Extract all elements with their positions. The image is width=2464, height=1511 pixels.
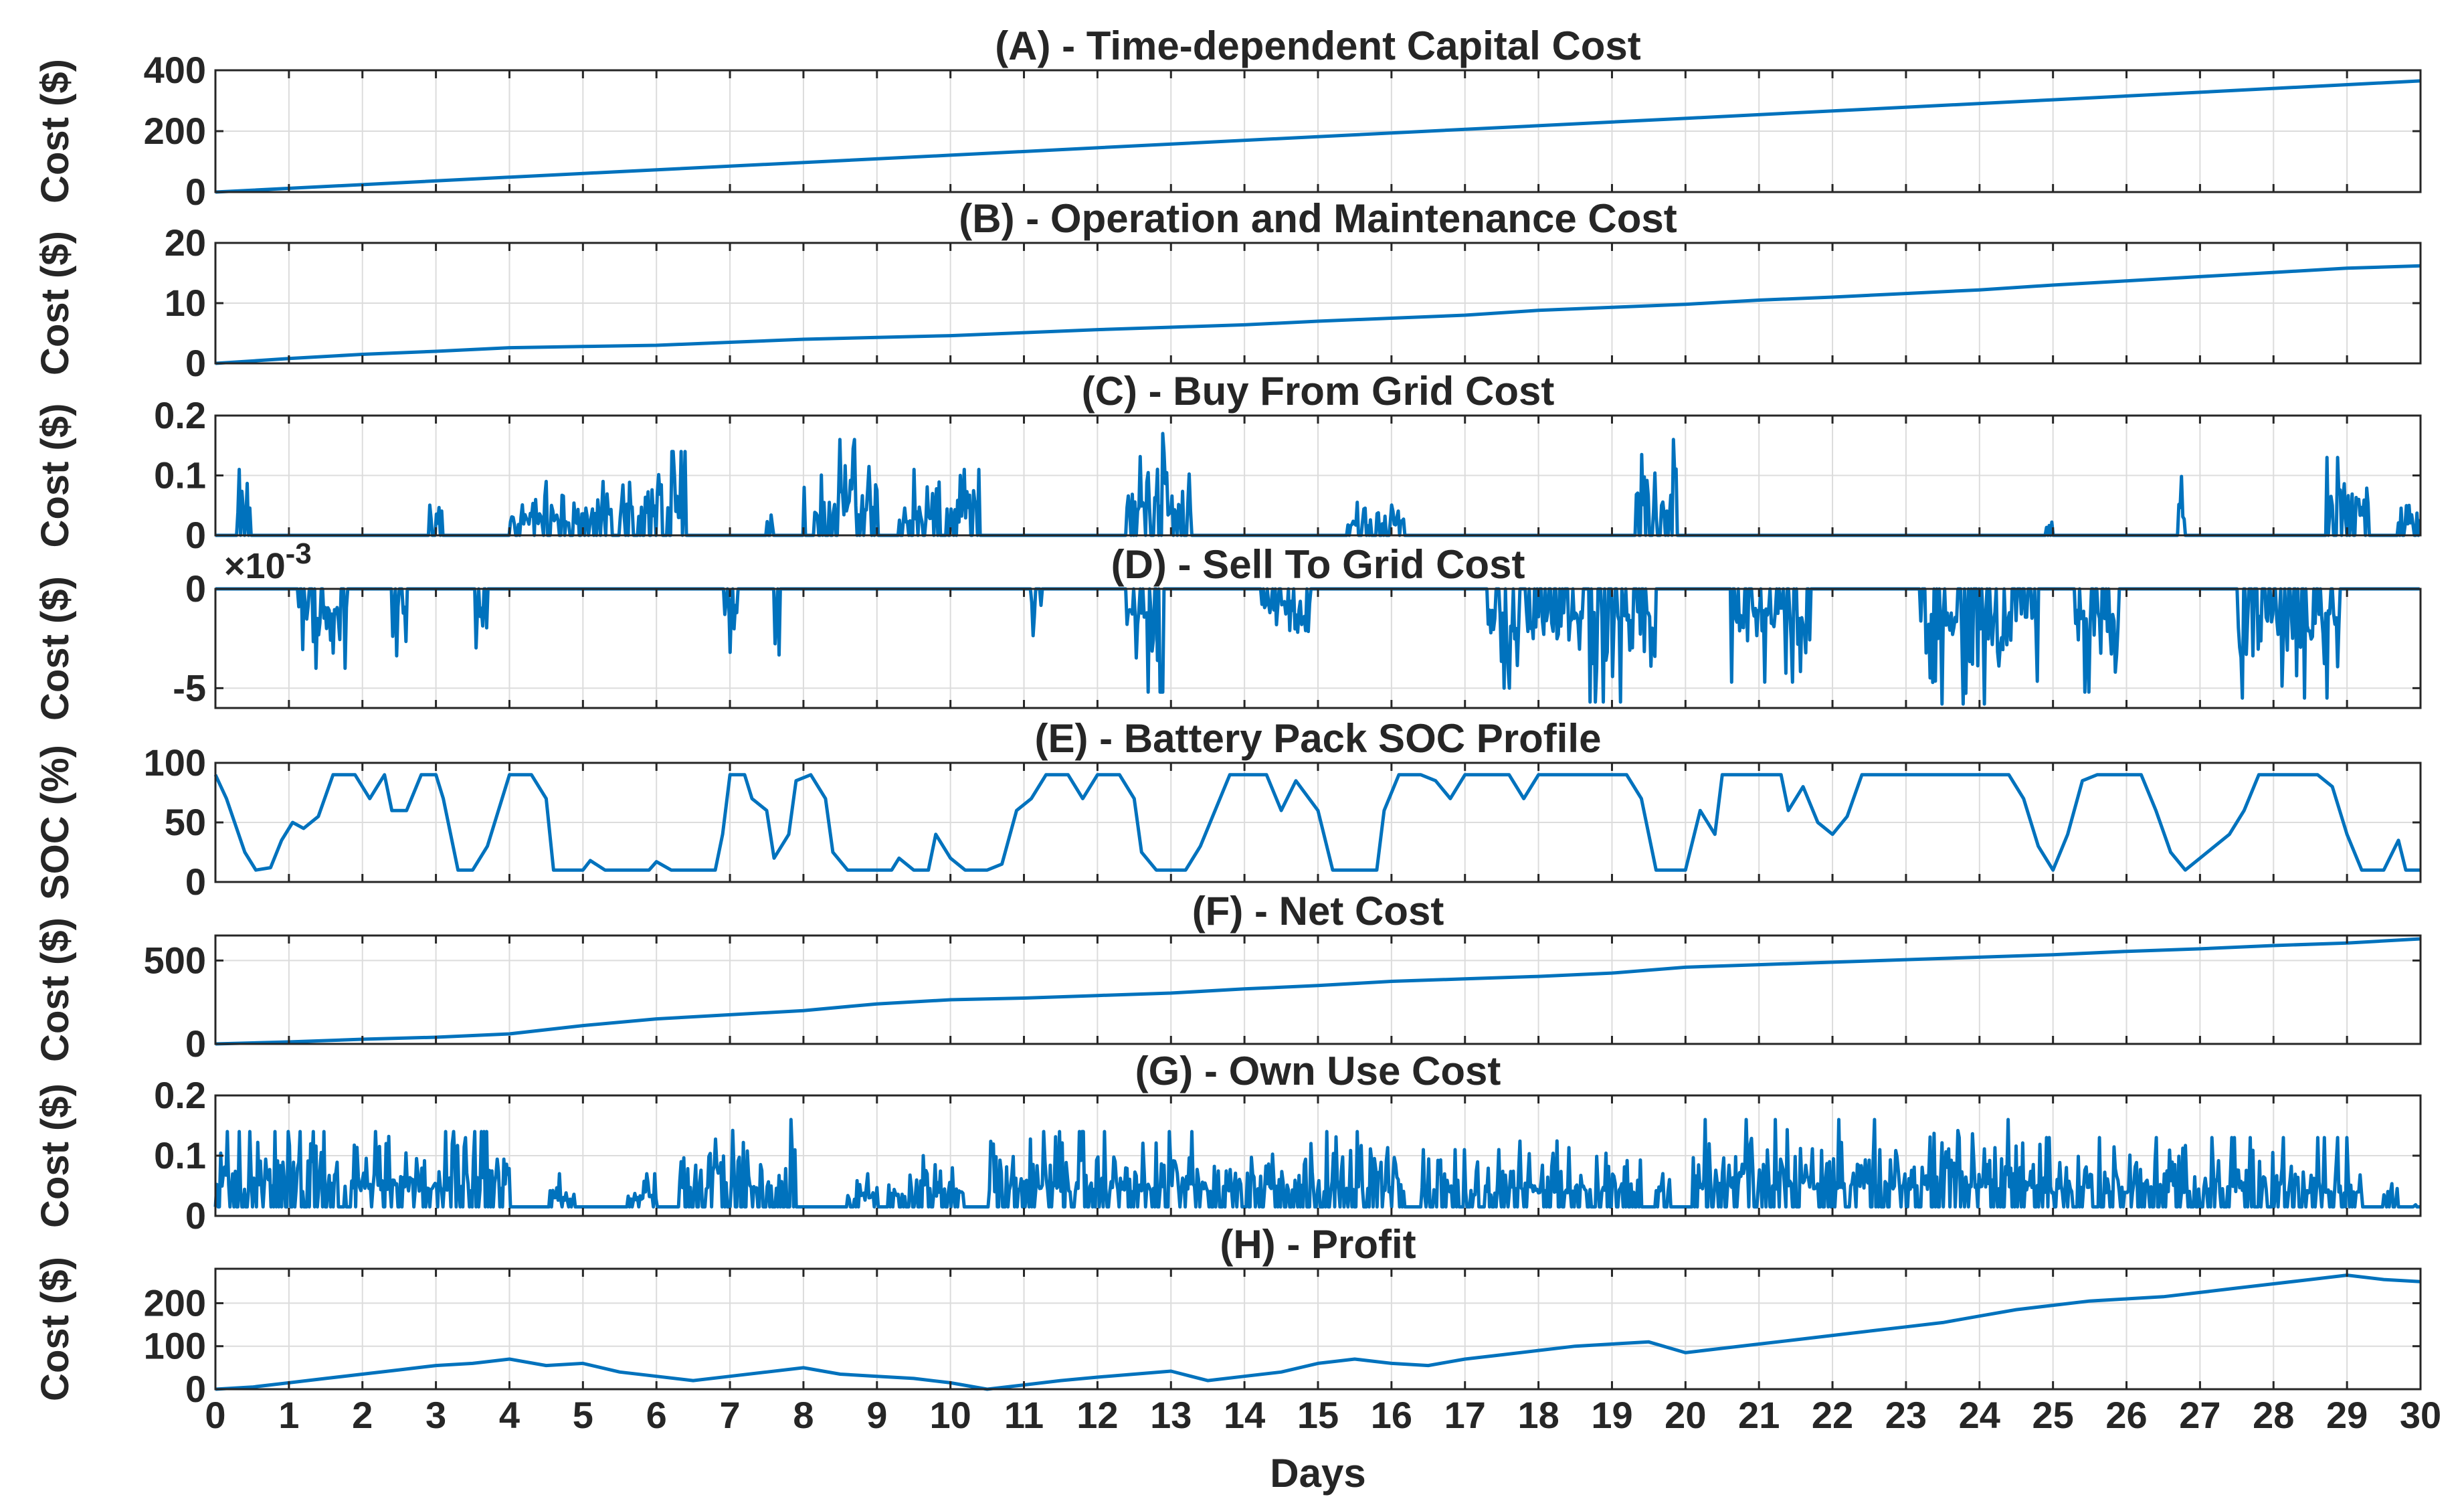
y-tick-label: 0 xyxy=(185,342,206,384)
x-axis-label: Days xyxy=(1270,1451,1365,1496)
series-line-B xyxy=(215,264,2421,365)
y-axis-label: Cost ($) xyxy=(33,576,77,721)
y-tick-label: 200 xyxy=(144,1281,206,1324)
x-tick-label: 27 xyxy=(2179,1394,2220,1436)
y-tick-label: 0 xyxy=(185,567,206,610)
panel-C: 0 0.1 0.2 (C) - Buy From Grid Cost Cost ($) xyxy=(33,369,2422,556)
x-tick-label: 19 xyxy=(1591,1394,1632,1436)
y-axis-label: Cost ($) xyxy=(33,231,77,375)
x-tick-label: 2 xyxy=(352,1394,373,1436)
series-line-H xyxy=(215,1273,2421,1391)
x-tick-label: 7 xyxy=(719,1394,740,1436)
y-tick-label: 0.2 xyxy=(154,394,206,436)
x-tick-label: 25 xyxy=(2032,1394,2074,1436)
panel-title: (C) - Buy From Grid Cost xyxy=(1082,369,1555,414)
x-tick-label: 21 xyxy=(1738,1394,1780,1436)
x-tick-label: 17 xyxy=(1444,1394,1486,1436)
x-tick-label: 5 xyxy=(573,1394,593,1436)
y-tick-label: 0 xyxy=(185,1368,206,1410)
y-axis-label: Cost ($) xyxy=(33,1257,77,1401)
y-tick-label: -5 xyxy=(173,666,206,709)
x-tick-label: 22 xyxy=(1812,1394,1853,1436)
y-tick-label: 100 xyxy=(144,741,206,784)
y-exponent-power: -3 xyxy=(286,537,312,570)
y-axis-label: Cost ($) xyxy=(33,59,77,203)
x-tick-label: 9 xyxy=(866,1394,887,1436)
y-tick-label: 100 xyxy=(144,1325,206,1367)
x-tick-label: 12 xyxy=(1076,1394,1118,1436)
y-tick-label: 0.1 xyxy=(154,454,206,497)
y-tick-label: 400 xyxy=(144,49,206,91)
panel-title: (D) - Sell To Grid Cost xyxy=(1111,542,1525,587)
panel-title: (G) - Own Use Cost xyxy=(1135,1049,1501,1093)
x-tick-label: 23 xyxy=(1885,1394,1927,1436)
x-tick-label: 24 xyxy=(1959,1394,2000,1436)
x-tick-label: 1 xyxy=(278,1394,299,1436)
x-tick-label: 14 xyxy=(1224,1394,1265,1436)
x-tick-label: 0 xyxy=(205,1394,225,1436)
series-line-G xyxy=(213,1118,2421,1209)
x-tick-label: 11 xyxy=(1004,1394,1044,1436)
series-line-F xyxy=(215,937,2421,1046)
panel-D: -5 0 (D) - Sell To Grid Cost Cost ($) ×10-3 xyxy=(33,537,2422,721)
panel-title: (F) - Net Cost xyxy=(1192,889,1444,934)
y-tick-label: 0 xyxy=(185,171,206,213)
x-tick-label: 3 xyxy=(425,1394,446,1436)
panel-title: (H) - Profit xyxy=(1220,1222,1416,1267)
y-axis-label: Cost ($) xyxy=(33,917,77,1062)
panel-E: 0 50 100 (E) - Battery Pack SOC Profile SOC … xyxy=(33,716,2422,903)
panel-F: 0 500 (F) - Net Cost Cost ($) xyxy=(33,889,2422,1065)
x-tick-label: 20 xyxy=(1665,1394,1706,1436)
x-tick-label: 26 xyxy=(2105,1394,2147,1436)
y-tick-label: 200 xyxy=(144,110,206,152)
x-tick-label: 4 xyxy=(499,1394,520,1436)
panel-title: (E) - Battery Pack SOC Profile xyxy=(1035,716,1602,761)
y-axis-label: Cost ($) xyxy=(33,1083,77,1228)
x-tick-label: 18 xyxy=(1517,1394,1559,1436)
x-tick-label: 13 xyxy=(1150,1394,1192,1436)
y-exponent-label: ×10-3 xyxy=(224,537,312,586)
y-axis-label: SOC (%) xyxy=(33,745,77,900)
series-line-A xyxy=(215,79,2421,194)
x-tick-label: 10 xyxy=(930,1394,971,1436)
y-tick-label: 0 xyxy=(185,514,206,556)
y-tick-label: 0 xyxy=(185,1194,206,1237)
y-tick-label: 20 xyxy=(165,221,206,264)
x-tick-label: 8 xyxy=(793,1394,814,1436)
panel-G: 0 0.1 0.2 (G) - Own Use Cost Cost ($) xyxy=(33,1049,2422,1237)
y-tick-label: 0 xyxy=(185,861,206,903)
x-tick-label: 30 xyxy=(2400,1394,2441,1436)
y-tick-label: 0.2 xyxy=(154,1074,206,1116)
y-tick-label: 0 xyxy=(185,1023,206,1065)
y-tick-label: 10 xyxy=(165,282,206,324)
panel-title: (A) - Time-dependent Capital Cost xyxy=(995,23,1641,68)
x-tick-label: 6 xyxy=(646,1394,667,1436)
panel-title: (B) - Operation and Maintenance Cost xyxy=(959,196,1677,241)
x-tick-label: 15 xyxy=(1297,1394,1339,1436)
y-tick-label: 500 xyxy=(144,939,206,981)
y-tick-label: 0.1 xyxy=(154,1134,206,1176)
x-tick-label: 29 xyxy=(2326,1394,2368,1436)
series-line-E xyxy=(213,773,2421,872)
x-tick-label: 16 xyxy=(1371,1394,1412,1436)
x-tick-label: 28 xyxy=(2253,1394,2294,1436)
panel-B: 0 10 20 (B) - Operation and Maintenance Cos… xyxy=(33,196,2422,384)
panel-A: 0 200 400 (A) - Time-dependent Capital Cost… xyxy=(33,23,2422,213)
y-tick-label: 50 xyxy=(165,801,206,843)
y-axis-label: Cost ($) xyxy=(33,404,77,548)
